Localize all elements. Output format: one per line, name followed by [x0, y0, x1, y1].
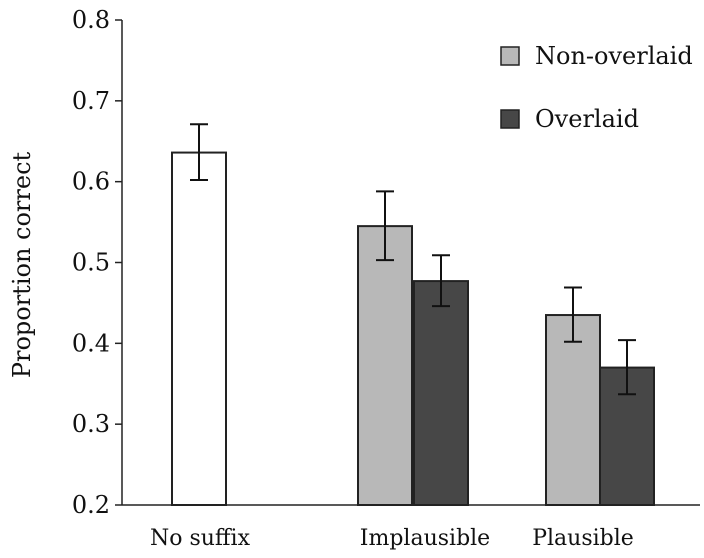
y-axis-title: Proportion correct	[8, 151, 36, 378]
x-category-label: No suffix	[150, 526, 251, 551]
y-tick-label: 0.4	[72, 329, 110, 357]
bar-overlaid-1	[413, 280, 469, 507]
y-tick-label: 0.7	[72, 87, 110, 115]
legend-swatch-overlaid	[500, 109, 520, 129]
error-bars	[190, 123, 636, 396]
legend-swatch-non-overlaid	[500, 46, 520, 66]
x-category-label: Implausible	[360, 526, 490, 551]
y-tick-label: 0.3	[72, 410, 110, 438]
legend-label-non-overlaid: Non-overlaid	[535, 42, 693, 70]
bar-non-overlaid-1	[357, 225, 413, 506]
legend: Non-overlaid Overlaid	[500, 42, 693, 133]
bars	[171, 151, 655, 507]
y-axis: 0.2 0.3 0.4 0.5 0.6 0.7 0.8	[72, 6, 123, 519]
x-category-label: Plausible	[532, 526, 634, 551]
y-tick-label: 0.8	[72, 6, 110, 34]
y-tick-label: 0.2	[72, 491, 110, 519]
bar-no-suffix-0	[171, 151, 227, 506]
x-axis: No suffix Implausible Plausible	[122, 504, 700, 551]
y-tick-label: 0.6	[72, 168, 110, 196]
y-tick-label: 0.5	[72, 249, 110, 277]
legend-label-overlaid: Overlaid	[535, 105, 639, 133]
bar-non-overlaid-2	[545, 314, 601, 506]
